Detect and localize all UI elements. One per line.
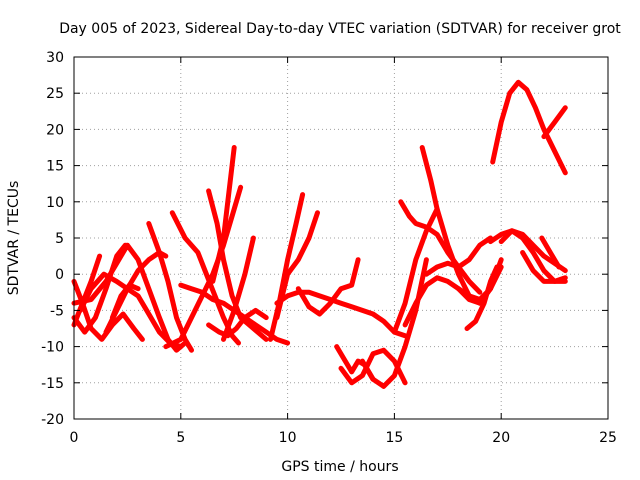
- data-series-arc-21: [338, 347, 408, 386]
- y-tick-label: -5: [50, 303, 64, 319]
- y-tick-label: 15: [46, 159, 64, 175]
- data-series-arc-22: [359, 257, 429, 389]
- y-tick-label: 20: [46, 122, 64, 138]
- y-tick-label: 5: [55, 231, 64, 247]
- data-series-arc-08: [146, 221, 194, 353]
- data-series-arc-33: [539, 235, 562, 270]
- data-series-arc-11: [210, 145, 237, 284]
- data-series-arc-24: [398, 199, 483, 295]
- data-series-arc-27: [423, 235, 493, 277]
- x-axis-title: GPS time / hours: [281, 459, 398, 475]
- data-series-arc-05: [77, 271, 184, 350]
- chart-title: Day 005 of 2023, Sidereal Day-to-day VTE…: [59, 21, 621, 37]
- x-tick-label: 15: [385, 430, 403, 446]
- y-tick-label: -10: [41, 340, 64, 356]
- y-tick-label: 25: [46, 86, 64, 102]
- data-series-arc-17: [268, 192, 306, 342]
- x-tick-label: 10: [279, 430, 297, 446]
- x-tick-label: 0: [70, 430, 79, 446]
- data-series-arc-34: [490, 79, 568, 176]
- y-tick-label: 10: [46, 195, 64, 211]
- x-tick-label: 5: [176, 430, 185, 446]
- x-tick-label: 20: [492, 430, 510, 446]
- y-tick-label: -15: [41, 376, 64, 392]
- data-series-arc-15: [206, 307, 269, 339]
- data-series-arc-23: [391, 206, 440, 335]
- data-series-arc-18: [274, 289, 408, 339]
- data-series-arc-30: [488, 228, 568, 274]
- data-series-arc-14: [221, 235, 256, 342]
- data-series-arc-19: [295, 257, 361, 317]
- y-tick-label: 0: [55, 267, 64, 283]
- y-axis-title: SDTVAR / TECUs: [6, 181, 22, 296]
- data-series-arc-10: [163, 184, 244, 350]
- y-tick-label: -20: [41, 412, 64, 428]
- data-series-arc-02: [71, 242, 128, 335]
- axis-ticks: 0 5 10 15 20 25 -20 -15 -10 -5 0 5 10 15 20 25 30: [41, 50, 617, 446]
- data-series-group: [71, 79, 568, 389]
- data-series-arc-32: [520, 250, 568, 284]
- data-series-arc-35: [541, 105, 568, 140]
- y-tick-label: 30: [46, 50, 64, 66]
- data-series-arc-07: [109, 282, 141, 321]
- x-tick-label: 25: [599, 430, 617, 446]
- data-series-arc-04: [71, 242, 188, 353]
- data-series-arc-29: [464, 264, 500, 331]
